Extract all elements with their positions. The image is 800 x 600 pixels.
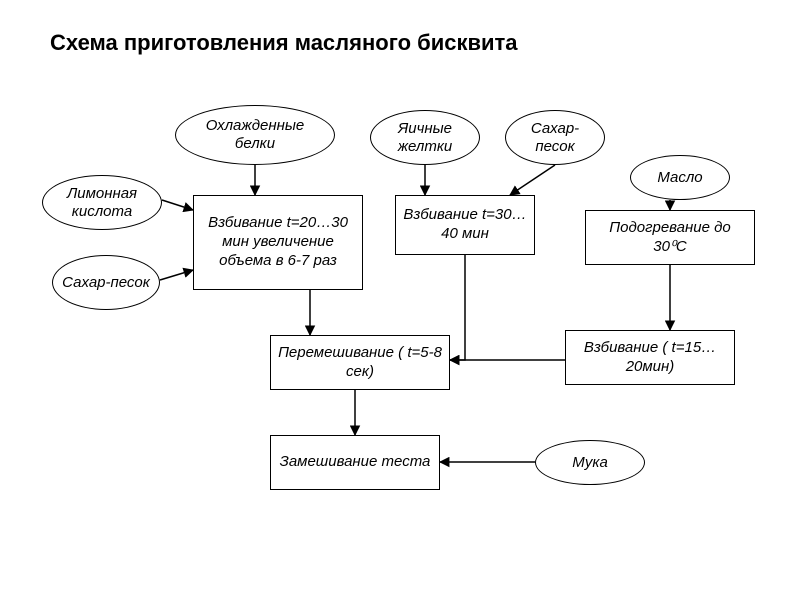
node-knead: Замешивание теста <box>270 435 440 490</box>
node-mix: Перемешивание ( t=5-8 сек) <box>270 335 450 390</box>
node-whip2: Взбивание t=30…40 мин <box>395 195 535 255</box>
node-heat: Подогревание до 30⁰С <box>585 210 755 265</box>
node-whip1: Взбивание t=20…30 мин увеличение объема … <box>193 195 363 290</box>
edge <box>450 255 465 360</box>
diagram-title: Схема приготовления масляного бисквита <box>50 30 518 56</box>
diagram-canvas: Схема приготовления масляного бисквита О… <box>0 0 800 600</box>
node-whites: Охлажденные белки <box>175 105 335 165</box>
node-flour: Мука <box>535 440 645 485</box>
node-whip3: Взбивание ( t=15…20мин) <box>565 330 735 385</box>
edge <box>510 165 555 195</box>
node-butter: Масло <box>630 155 730 200</box>
edge <box>160 270 193 280</box>
node-sugar_top: Сахар-песок <box>505 110 605 165</box>
node-citric: Лимонная кислота <box>42 175 162 230</box>
node-sugar_left: Сахар-песок <box>52 255 160 310</box>
node-yolks: Яичные желтки <box>370 110 480 165</box>
edge <box>162 200 193 210</box>
